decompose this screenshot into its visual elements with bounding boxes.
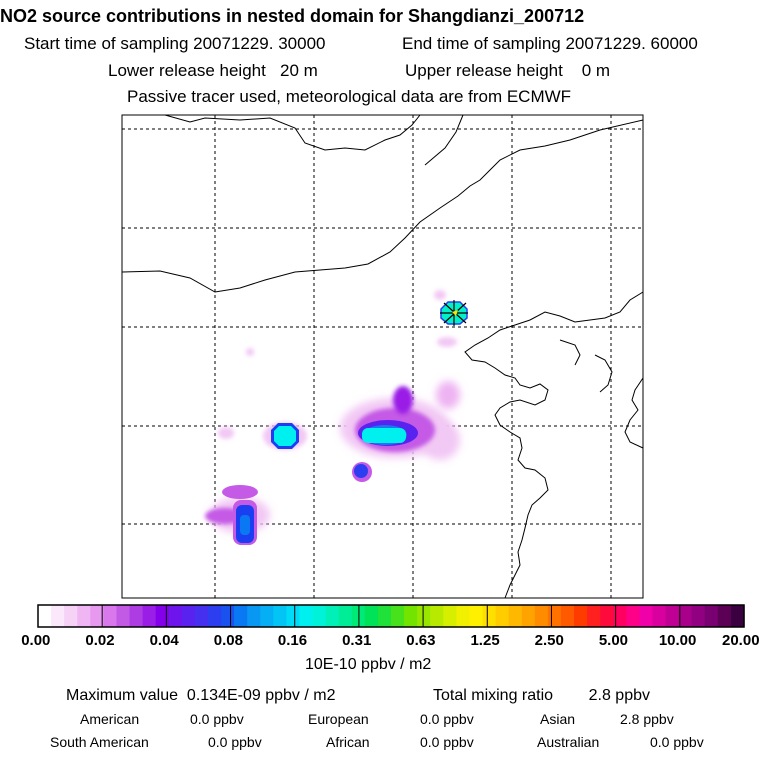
colorbar-swatch <box>234 605 248 627</box>
colorbar-swatch <box>652 605 667 627</box>
gridlines <box>122 115 643 598</box>
colorbar-swatch <box>534 605 549 627</box>
colorbar-swatch <box>404 605 418 627</box>
australian-label: Australian <box>537 734 600 750</box>
colorbar-swatch <box>704 605 719 627</box>
european-value: 0.0 ppbv <box>420 711 474 727</box>
plot-frame <box>121 114 644 599</box>
colorbar-tick-label: 0.04 <box>149 632 179 649</box>
total-mixing-ratio-label: Total mixing ratio 2.8 ppbv <box>433 687 650 704</box>
colorbar-tick-label: 0.63 <box>406 632 436 649</box>
colorbar-swatch <box>260 605 274 627</box>
colorbar-swatch <box>168 605 183 627</box>
colorbar-tick-label: 0.31 <box>342 632 372 649</box>
colorbar-swatch <box>417 605 431 627</box>
african-value: 0.0 ppbv <box>420 734 474 750</box>
plume-area-west <box>218 422 307 450</box>
colorbar-swatch <box>181 605 196 627</box>
american-label: American <box>80 711 140 727</box>
lower-release-label: Lower release height 20 m <box>108 61 318 80</box>
asian-label: Asian <box>540 711 576 727</box>
colorbar-swatch <box>155 605 170 627</box>
colorbar-swatch <box>64 605 78 627</box>
colorbar-swatch <box>691 605 706 627</box>
plume-area-southwest <box>205 485 270 545</box>
plume-area-north <box>246 290 457 356</box>
colorbar-swatch <box>521 605 536 627</box>
colorbar-swatch <box>103 605 118 627</box>
colorbar-swatch <box>391 605 405 627</box>
colorbar-swatch <box>325 605 340 627</box>
colorbar-swatch <box>456 605 471 627</box>
colorbar-tick-label: 0.00 <box>21 632 51 649</box>
colorbar-tick-label: 20.00 <box>722 632 760 649</box>
end-time-label: End time of sampling 20071229. 60000 <box>402 34 698 53</box>
colorbar-swatch <box>613 605 627 627</box>
colorbar-swatch <box>469 605 484 627</box>
european-label: European <box>308 711 369 727</box>
start-time-label: Start time of sampling 20071229. 30000 <box>24 34 326 53</box>
south-american-value: 0.0 ppbv <box>208 734 262 750</box>
colorbar-swatch <box>221 605 235 627</box>
colorbar-swatch <box>129 605 144 627</box>
colorbar-swatch <box>116 605 131 627</box>
colorbar-frame <box>37 604 745 628</box>
colorbar-swatch <box>51 605 65 627</box>
colorbar-swatch <box>38 605 52 627</box>
colorbar-swatch <box>730 605 745 627</box>
colorbar-swatch <box>482 605 497 627</box>
african-label: African <box>326 734 370 750</box>
coastlines-borders <box>121 114 644 599</box>
chart-title: NO2 source contributions in nested domai… <box>0 6 585 26</box>
american-value: 0.0 ppbv <box>190 711 244 727</box>
colorbar-swatch <box>443 605 457 627</box>
colorbar-swatch <box>600 605 614 627</box>
colorbar-swatch <box>364 605 379 627</box>
colorbar-tick-label: 10.00 <box>658 632 697 649</box>
receptor-marker <box>440 300 468 326</box>
colorbar-tick-label: 5.00 <box>598 632 629 649</box>
colorbar-swatch <box>430 605 444 627</box>
colorbar-swatch <box>247 605 261 627</box>
colorbar-swatch <box>90 605 104 627</box>
max-value-label: Maximum value 0.134E-09 ppbv / m2 <box>66 687 336 704</box>
colorbar-swatch <box>77 605 91 627</box>
colorbar-tick-label: 0.16 <box>277 632 308 649</box>
colorbar-swatch <box>286 605 301 627</box>
colorbar-tick-label: 2.50 <box>534 632 564 649</box>
colorbar-swatch <box>377 605 392 627</box>
colorbar <box>37 604 745 628</box>
colorbar-swatch <box>142 605 157 627</box>
colorbar-swatch <box>299 605 314 627</box>
colorbar-swatch <box>678 605 693 627</box>
australian-value: 0.0 ppbv <box>650 734 704 750</box>
colorbar-swatch <box>717 605 732 627</box>
colorbar-swatch <box>495 605 510 627</box>
asian-value: 2.8 ppbv <box>620 711 674 727</box>
colorbar-tick-label: 0.08 <box>213 632 243 649</box>
colorbar-swatch <box>207 605 222 627</box>
colorbar-swatch <box>338 605 353 627</box>
colorbar-swatch <box>639 605 654 627</box>
colorbar-swatch <box>508 605 523 627</box>
colorbar-tick-label: 1.25 <box>470 632 500 649</box>
colorbar-swatch <box>665 605 680 627</box>
plume-area-central <box>340 381 460 482</box>
south-american-label: South American <box>50 734 149 750</box>
colorbar-swatch <box>560 605 575 627</box>
colorbar-swatch <box>312 605 327 627</box>
colorbar-unit-label: 10E-10 ppbv / m2 <box>305 656 432 673</box>
upper-release-label: Upper release height 0 m <box>405 61 611 80</box>
colorbar-swatch <box>587 605 601 627</box>
colorbar-swatch <box>574 605 588 627</box>
colorbar-swatch <box>194 605 209 627</box>
colorbar-tick-label: 0.02 <box>85 632 115 649</box>
colorbar-swatch <box>547 605 562 627</box>
colorbar-swatch <box>273 605 287 627</box>
colorbar-swatch <box>626 605 640 627</box>
tracer-info-label: Passive tracer used, meteorological data… <box>127 87 572 106</box>
